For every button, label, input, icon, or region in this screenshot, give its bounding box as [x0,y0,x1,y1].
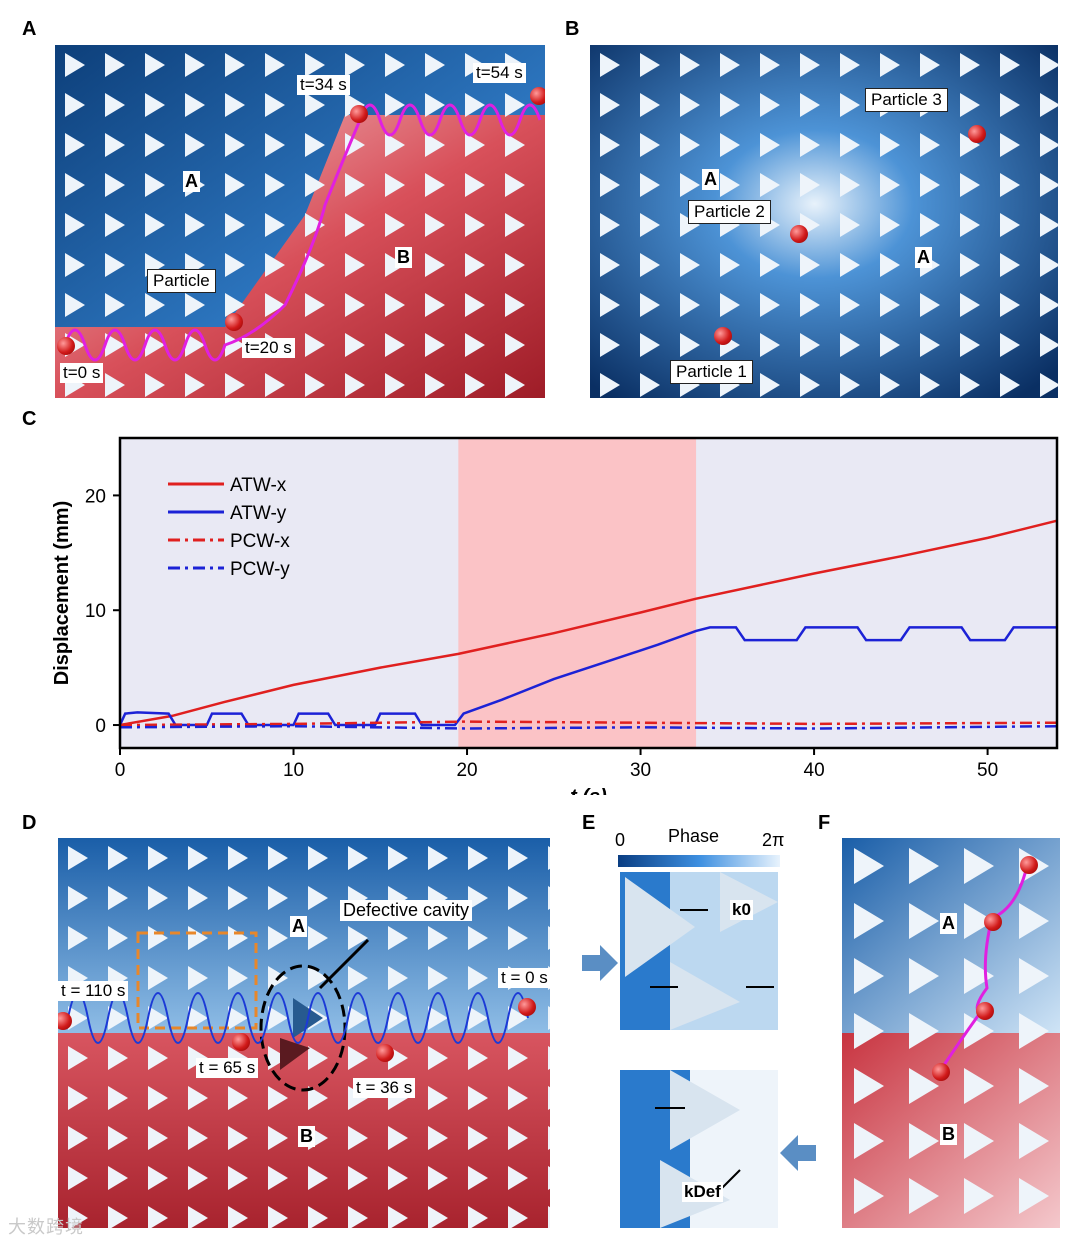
lattice-b-svg [590,45,1058,398]
x-tick-label: 20 [456,760,477,781]
panel-label-b: B [565,18,580,40]
phase-map-top: k0 [620,872,778,1030]
x-tick-label: 30 [630,760,651,781]
x-axis-label: t (s) [570,786,607,795]
particle-t20 [225,313,243,331]
y-axis-label: Displacement (mm) [51,501,73,686]
plot-frame [118,436,1059,750]
panel-b-image: A A Particle 1 Particle 2 Particle 3 [590,45,1058,398]
particle-f-1 [1020,856,1038,874]
y-tick-label: 0 [95,716,106,737]
legend-entry: ATW-x [230,475,287,496]
y-tick-label: 20 [85,486,106,507]
panel-d-image: A B Defective cavity t = 110 s t = 65 s … [58,838,550,1228]
legend-entry: PCW-x [230,531,290,552]
panel-label-e: E [582,812,596,834]
displacement-chart: 0 10 20 30 40 50 0 10 20 t (s) Displacement (mm) AT… [51,436,1059,795]
region-b-label: B [940,1124,957,1145]
panel-label-c: C [22,408,37,430]
particle-t0 [518,998,536,1016]
watermark: 大数跨境 [8,1217,84,1237]
particle-2-label: Particle 2 [688,200,771,224]
particle-f-3 [976,1002,994,1020]
panel-f-image: A B [842,838,1060,1228]
particle-t110 [58,1012,72,1030]
region-a-label: A [183,171,200,192]
particle-f-2 [984,913,1002,931]
particle-t34 [350,105,368,123]
series-line-atw-x [119,519,1058,727]
time-label-t0: t = 0 s [498,968,550,988]
defective-cavity-label: Defective cavity [340,900,473,921]
panel-label-d: D [22,812,37,834]
region-a-label: A [290,916,307,937]
particle-t54 [530,87,545,105]
highlight-region [458,438,697,748]
lattice-d-svg [58,838,550,1228]
particle-1 [714,327,732,345]
y-tick-label: 10 [85,601,106,622]
particle-trajectory [63,103,542,362]
time-label-t110: t = 110 s [58,981,129,1001]
arrow-right-icon [582,945,618,981]
arrow-left-icon [780,1135,816,1171]
panel-label-f: F [818,812,831,834]
region-a-label-1: A [702,169,719,190]
particle-2 [790,225,808,243]
phase-map-bottom: kDef [620,1070,778,1228]
particle-t36 [376,1044,394,1062]
particle-t65 [232,1033,250,1051]
x-tick-label: 50 [977,760,998,781]
x-tick-label: 0 [115,760,126,781]
phase-min-label: 0 [615,830,626,850]
phase-colorbar [618,855,780,867]
region-a-label-2: A [915,247,932,268]
particle-1-label: Particle 1 [670,360,753,384]
time-label-t36: t = 36 s [353,1078,416,1098]
particle-t0 [57,337,75,355]
x-tick-label: 10 [283,760,304,781]
particle-f-4 [932,1063,950,1081]
phase-max-label: 2π [762,830,785,850]
particle-label: Particle [147,269,216,293]
legend-entry: ATW-y [230,503,287,524]
series-line-pcw-x [119,720,1058,727]
time-label-t65: t = 65 s [196,1058,259,1078]
lattice-a-svg [55,45,545,398]
series-line-pcw-y [119,724,1058,730]
particle-3 [968,125,986,143]
region-b-label: B [298,1126,315,1147]
panel-label-a: A [22,18,37,40]
region-b-label: B [395,247,412,268]
region-a-label: A [940,913,957,934]
particle-3-label: Particle 3 [865,88,948,112]
time-label-t20: t=20 s [242,338,295,358]
kdef-label: kDef [682,1182,723,1202]
time-label-t34: t=34 s [297,75,350,95]
time-label-t54: t=54 s [473,63,526,83]
phase-title: Phase [668,826,720,846]
time-label-t0: t=0 s [60,363,104,383]
k0-label: k0 [730,900,753,920]
series-line-atw-y [118,626,1057,727]
x-tick-label: 40 [804,760,825,781]
panel-a-image: A B Particle t=0 s t=20 s t=34 s t=54 s [55,45,545,398]
legend-entry: PCW-y [230,559,290,580]
